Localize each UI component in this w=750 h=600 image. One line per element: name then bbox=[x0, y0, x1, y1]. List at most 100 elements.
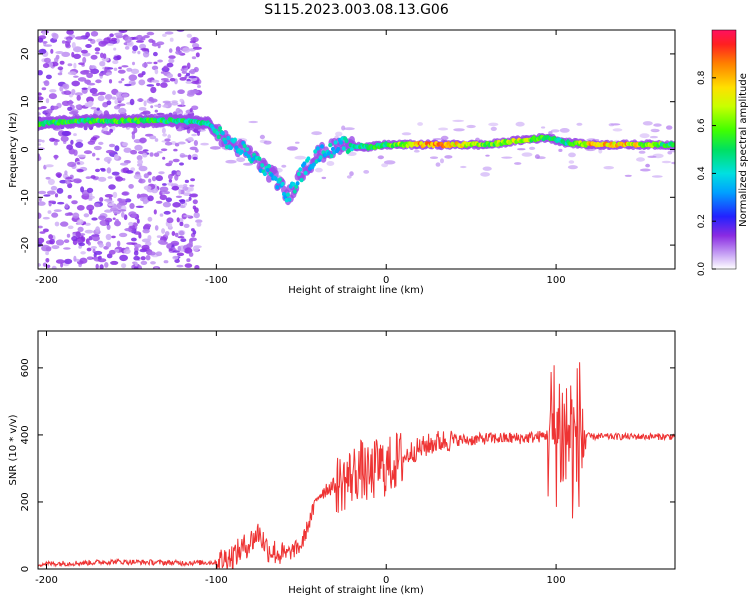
noise-speck bbox=[45, 74, 52, 80]
noise-speck bbox=[193, 140, 198, 146]
noise-speck bbox=[186, 258, 191, 263]
noise-speck bbox=[138, 107, 147, 111]
noise-speck bbox=[91, 235, 100, 242]
noise-speck bbox=[529, 146, 536, 150]
noise-speck bbox=[177, 141, 186, 145]
noise-speck bbox=[60, 262, 64, 268]
noise-speck bbox=[576, 122, 583, 126]
ridge-point bbox=[223, 140, 228, 145]
noise-speck bbox=[166, 217, 174, 224]
noise-speck bbox=[43, 44, 53, 47]
noise-speck bbox=[155, 175, 163, 182]
noise-speck bbox=[75, 139, 83, 143]
noise-speck bbox=[38, 96, 44, 101]
noise-speck bbox=[157, 59, 164, 63]
ridge-point bbox=[329, 153, 334, 159]
noise-speck bbox=[162, 201, 171, 208]
noise-speck bbox=[113, 56, 121, 61]
noise-speck bbox=[80, 186, 85, 193]
noise-speck bbox=[501, 156, 513, 159]
noise-speck bbox=[115, 218, 120, 224]
noise-speck bbox=[106, 224, 111, 231]
noise-speck bbox=[157, 44, 161, 49]
noise-speck bbox=[550, 129, 560, 133]
noise-speck bbox=[116, 96, 125, 102]
noise-speck bbox=[52, 33, 59, 40]
noise-speck bbox=[133, 174, 142, 180]
noise-speck bbox=[647, 155, 657, 158]
noise-speck bbox=[66, 233, 71, 238]
noise-speck bbox=[67, 63, 73, 67]
noise-speck bbox=[248, 120, 259, 124]
noise-speck bbox=[179, 98, 184, 103]
noise-speck bbox=[151, 79, 160, 83]
noise-speck bbox=[71, 236, 78, 242]
noise-speck bbox=[67, 194, 72, 199]
noise-speck bbox=[42, 216, 50, 220]
y-tick-label: 20 bbox=[20, 48, 31, 61]
noise-speck bbox=[112, 191, 118, 199]
ridge-point bbox=[298, 167, 303, 172]
noise-speck bbox=[147, 235, 152, 241]
spectrogram-x-label: Height of straight line (km) bbox=[288, 285, 424, 296]
noise-speck bbox=[667, 150, 673, 155]
colorbar-tick-label: 0.2 bbox=[697, 214, 707, 228]
noise-speck bbox=[137, 50, 141, 55]
noise-speck bbox=[84, 222, 91, 226]
noise-speck bbox=[158, 171, 165, 175]
noise-speck bbox=[189, 68, 196, 75]
ridge-point bbox=[294, 184, 299, 189]
noise-speck bbox=[38, 139, 43, 143]
noise-speck bbox=[160, 148, 168, 152]
noise-speck bbox=[377, 155, 384, 160]
noise-speck bbox=[162, 33, 167, 37]
noise-speck bbox=[189, 184, 195, 187]
noise-speck bbox=[38, 48, 47, 55]
noise-speck bbox=[61, 51, 71, 58]
colorbar-tick-label: 0.6 bbox=[697, 118, 707, 133]
noise-speck bbox=[638, 150, 646, 154]
noise-speck bbox=[50, 185, 58, 191]
noise-speck bbox=[92, 152, 96, 157]
noise-speck bbox=[100, 168, 106, 172]
noise-speck bbox=[90, 106, 97, 110]
noise-speck bbox=[164, 231, 170, 236]
ridge-point bbox=[295, 181, 300, 186]
noise-speck bbox=[185, 72, 191, 77]
noise-speck bbox=[75, 231, 81, 238]
noise-speck bbox=[179, 230, 185, 236]
noise-speck bbox=[294, 155, 307, 160]
noise-speck bbox=[142, 62, 148, 68]
noise-speck bbox=[38, 263, 41, 267]
noise-speck bbox=[612, 128, 623, 132]
noise-speck bbox=[116, 240, 121, 247]
x-tick-label: -200 bbox=[35, 575, 58, 586]
noise-speck bbox=[109, 128, 113, 133]
noise-speck bbox=[480, 172, 490, 177]
noise-speck bbox=[381, 163, 388, 168]
noise-speck bbox=[136, 193, 141, 199]
noise-speck bbox=[534, 154, 540, 159]
noise-speck bbox=[71, 200, 78, 205]
noise-speck bbox=[111, 171, 120, 176]
noise-speck bbox=[196, 222, 202, 227]
noise-speck bbox=[53, 141, 58, 146]
noise-speck bbox=[639, 133, 650, 139]
ridge-point bbox=[239, 149, 244, 154]
noise-speck bbox=[45, 98, 50, 104]
noise-speck bbox=[107, 176, 113, 179]
noise-speck bbox=[649, 135, 659, 139]
noise-speck bbox=[517, 148, 526, 151]
noise-speck bbox=[38, 70, 43, 76]
noise-speck bbox=[172, 90, 176, 95]
noise-speck bbox=[113, 47, 117, 51]
noise-speck bbox=[41, 244, 49, 248]
noise-speck bbox=[97, 258, 107, 263]
noise-speck bbox=[188, 196, 192, 201]
noise-speck bbox=[137, 265, 142, 269]
noise-speck bbox=[166, 62, 174, 68]
noise-speck bbox=[99, 264, 104, 269]
noise-speck bbox=[146, 84, 155, 87]
noise-speck bbox=[85, 176, 92, 180]
noise-speck bbox=[598, 148, 603, 154]
